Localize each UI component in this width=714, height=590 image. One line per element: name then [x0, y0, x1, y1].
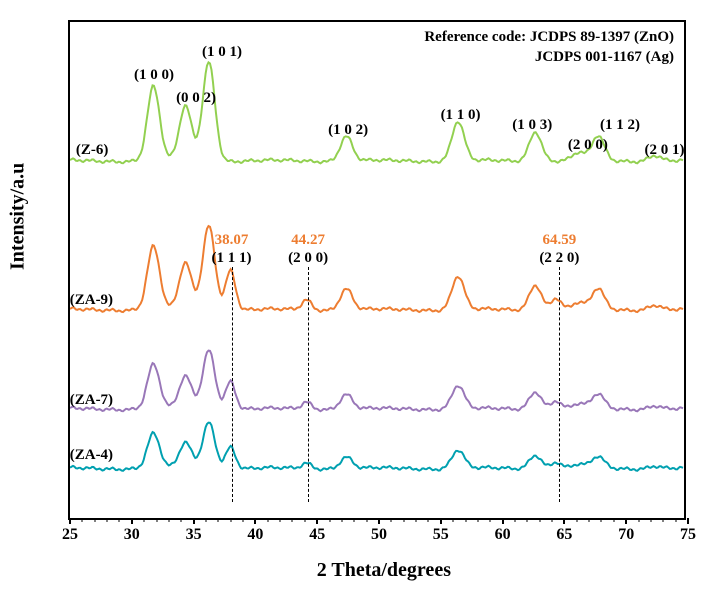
xrd-traces	[70, 22, 684, 518]
x-tick	[563, 518, 565, 524]
y-axis-label: Intensity/a.u	[7, 163, 30, 270]
x-axis-label: 2 Theta/degrees	[317, 559, 451, 582]
x-minor-tick	[527, 518, 528, 522]
x-minor-tick	[280, 518, 281, 522]
x-tick-label: 25	[62, 526, 78, 544]
x-minor-tick	[304, 518, 305, 522]
reference-text: Reference code: JCDPS 89-1397 (ZnO) JCDP…	[424, 28, 674, 67]
x-minor-tick	[663, 518, 664, 522]
x-minor-tick	[267, 518, 268, 522]
x-tick	[131, 518, 133, 524]
x-tick-label: 60	[495, 526, 511, 544]
ag-peak-value: 44.27	[291, 232, 325, 249]
x-minor-tick	[107, 518, 108, 522]
x-minor-tick	[403, 518, 404, 522]
x-minor-tick	[181, 518, 182, 522]
ag-peak-value: 64.59	[542, 232, 576, 249]
x-minor-tick	[638, 518, 639, 522]
x-minor-tick	[453, 518, 454, 522]
x-minor-tick	[477, 518, 478, 522]
x-minor-tick	[613, 518, 614, 522]
x-tick	[378, 518, 380, 524]
x-tick-label: 75	[680, 526, 696, 544]
x-minor-tick	[82, 518, 83, 522]
x-minor-tick	[552, 518, 553, 522]
x-minor-tick	[366, 518, 367, 522]
x-tick-label: 35	[186, 526, 202, 544]
ref-line-1: Reference code: JCDPS 89-1397 (ZnO)	[424, 28, 674, 48]
x-tick	[625, 518, 627, 524]
x-minor-tick	[168, 518, 169, 522]
zno-peak-label: (1 1 0)	[441, 107, 481, 124]
x-minor-tick	[243, 518, 244, 522]
zno-peak-label: (1 1 2)	[600, 117, 640, 134]
x-minor-tick	[589, 518, 590, 522]
x-minor-tick	[514, 518, 515, 522]
sample-label: (Z-6)	[76, 142, 109, 159]
x-minor-tick	[428, 518, 429, 522]
plot-area: Reference code: JCDPS 89-1397 (ZnO) JCDP…	[68, 20, 686, 520]
sample-label: (ZA-7)	[70, 392, 113, 409]
zno-peak-label: (2 0 0)	[568, 137, 608, 154]
x-tick-label: 55	[433, 526, 449, 544]
x-minor-tick	[341, 518, 342, 522]
ag-peak-label: (2 0 0)	[288, 250, 328, 267]
zno-peak-label: (2 0 1)	[645, 142, 685, 159]
x-minor-tick	[205, 518, 206, 522]
ag-peak-label: (1 1 1)	[212, 250, 252, 267]
sample-label: (ZA-9)	[70, 292, 113, 309]
x-tick	[502, 518, 504, 524]
x-tick	[440, 518, 442, 524]
zno-peak-label: (1 0 2)	[328, 122, 368, 139]
x-tick-label: 65	[556, 526, 572, 544]
x-minor-tick	[94, 518, 95, 522]
x-minor-tick	[218, 518, 219, 522]
ag-peak-label: (2 2 0)	[539, 250, 579, 267]
zno-peak-label: (1 0 0)	[134, 67, 174, 84]
x-tick	[687, 518, 689, 524]
x-tick	[316, 518, 318, 524]
vertical-dash-line	[559, 267, 560, 502]
x-tick	[254, 518, 256, 524]
x-minor-tick	[292, 518, 293, 522]
x-tick	[193, 518, 195, 524]
x-minor-tick	[465, 518, 466, 522]
sample-label: (ZA-4)	[70, 447, 113, 464]
x-minor-tick	[230, 518, 231, 522]
x-tick-label: 30	[124, 526, 140, 544]
x-minor-tick	[156, 518, 157, 522]
x-minor-tick	[576, 518, 577, 522]
ag-peak-value: 38.07	[215, 232, 249, 249]
x-minor-tick	[391, 518, 392, 522]
x-minor-tick	[539, 518, 540, 522]
zno-peak-label: (1 0 1)	[202, 44, 242, 61]
x-minor-tick	[329, 518, 330, 522]
ref-line-2: JCDPS 001-1167 (Ag)	[424, 48, 674, 68]
x-tick-label: 70	[618, 526, 634, 544]
x-minor-tick	[416, 518, 417, 522]
x-minor-tick	[354, 518, 355, 522]
x-minor-tick	[675, 518, 676, 522]
x-tick-label: 40	[247, 526, 263, 544]
x-minor-tick	[119, 518, 120, 522]
x-tick-label: 50	[371, 526, 387, 544]
zno-peak-label: (0 0 2)	[176, 90, 216, 107]
x-tick	[69, 518, 71, 524]
x-minor-tick	[490, 518, 491, 522]
zno-peak-label: (1 0 3)	[512, 117, 552, 134]
x-tick-label: 45	[309, 526, 325, 544]
x-minor-tick	[601, 518, 602, 522]
vertical-dash-line	[232, 267, 233, 502]
x-minor-tick	[144, 518, 145, 522]
vertical-dash-line	[308, 267, 309, 502]
x-minor-tick	[650, 518, 651, 522]
